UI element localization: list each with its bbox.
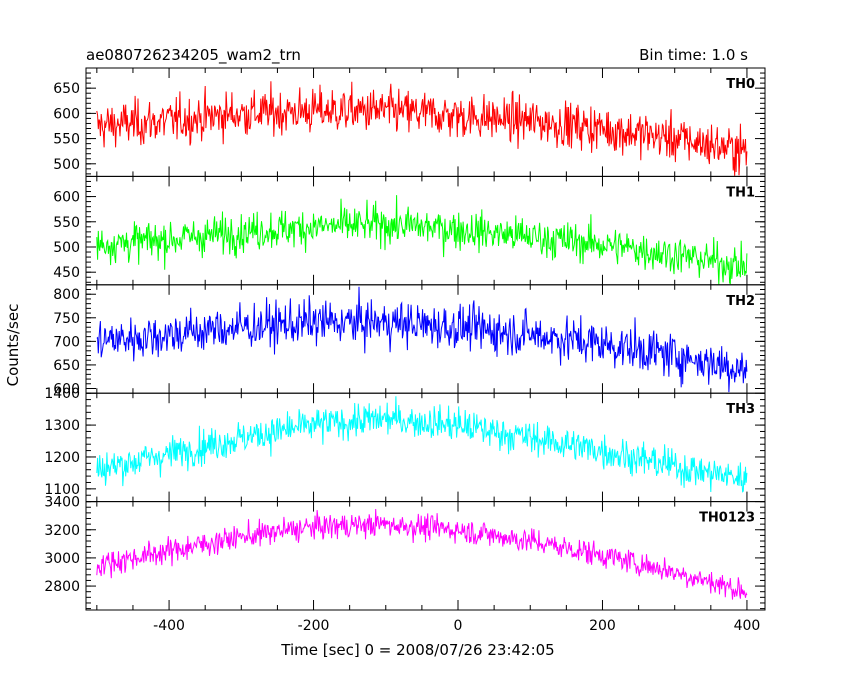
panel-label-th1: TH1: [726, 185, 755, 200]
x-tick-label: 200: [589, 618, 616, 634]
y-tick-label: 650: [53, 358, 80, 374]
series-line-th1: [96, 195, 748, 285]
panel-label-th2: TH2: [726, 294, 755, 309]
y-tick-label: 800: [53, 287, 80, 303]
panel-label-th0: TH0: [726, 77, 755, 92]
series-line-th0: [96, 81, 748, 176]
y-axis-label: Counts/sec: [4, 304, 22, 387]
y-tick-label: 500: [53, 157, 80, 173]
y-tick-label: 600: [53, 106, 80, 122]
y-tick-label: 550: [53, 132, 80, 148]
series-line-th3: [96, 396, 748, 493]
panel-label-th0123: TH0123: [699, 511, 755, 526]
y-tick-label: 1200: [44, 450, 80, 466]
y-tick-label: 600: [53, 190, 80, 206]
y-tick-label: 600: [53, 381, 80, 397]
y-tick-label: 3000: [44, 551, 80, 567]
y-tick-label: 3200: [44, 523, 80, 539]
x-tick-label: -200: [298, 618, 330, 634]
y-tick-label: 500: [53, 240, 80, 256]
panels-group: TH0 500 550 600 650 TH1 450 500 550 600 TH2 600 650 7…: [44, 67, 766, 634]
y-tick-label: 1300: [44, 418, 80, 434]
x-tick-label: -400: [153, 618, 185, 634]
y-tick-label: 650: [53, 81, 80, 97]
y-tick-label: 2800: [44, 579, 80, 595]
series-line-th0123: [96, 508, 748, 600]
panel-frame-th3: [85, 392, 766, 503]
x-tick-label: 0: [454, 618, 463, 634]
y-tick-label: 450: [53, 265, 80, 281]
panel-label-th3: TH3: [726, 402, 755, 417]
series-line-th2: [96, 286, 748, 393]
x-axis-label: Time [sec] 0 = 2008/07/26 23:42:05: [280, 641, 554, 659]
x-tick-label: 400: [734, 618, 761, 634]
y-tick-label: 1100: [44, 482, 80, 498]
y-tick-label: 1400: [44, 386, 80, 402]
panel-frame-th2: [85, 284, 766, 394]
chart-title: ae080726234205_wam2_trn: [86, 46, 301, 65]
panel-frame-th0123: [85, 501, 766, 611]
bin-time-label: Bin time: 1.0 s: [639, 46, 748, 64]
y-tick-label: 550: [53, 215, 80, 231]
y-tick-label: 3400: [44, 495, 80, 511]
y-tick-label: 750: [53, 311, 80, 327]
y-tick-label: 700: [53, 334, 80, 350]
